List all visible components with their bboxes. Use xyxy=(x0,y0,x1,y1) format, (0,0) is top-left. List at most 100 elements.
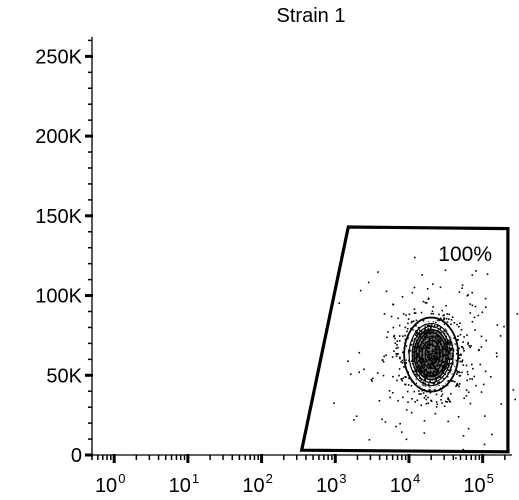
event-dot xyxy=(432,306,434,308)
event-dot xyxy=(446,321,449,323)
contour-level xyxy=(406,319,456,390)
event-dot xyxy=(452,380,454,382)
event-dot xyxy=(438,384,440,387)
event-dot xyxy=(449,341,451,343)
event-dot xyxy=(471,274,474,276)
event-dot xyxy=(397,346,399,349)
event-dot xyxy=(462,347,465,350)
event-dot xyxy=(461,371,463,374)
event-dot xyxy=(376,372,379,374)
event-dot xyxy=(512,389,515,391)
event-dot xyxy=(439,327,442,330)
event-dot xyxy=(472,367,474,370)
event-dot xyxy=(460,354,462,356)
event-dot xyxy=(406,330,408,333)
event-dot xyxy=(471,304,474,307)
event-dot xyxy=(412,360,415,362)
event-dot xyxy=(403,366,405,368)
x-tick-exponent: 2 xyxy=(266,471,273,486)
event-dot xyxy=(458,347,460,349)
event-dot xyxy=(471,291,473,294)
event-dot xyxy=(404,376,406,378)
event-dot xyxy=(422,392,425,394)
event-dot xyxy=(459,374,462,377)
event-dot xyxy=(401,379,404,382)
event-dot xyxy=(441,309,444,312)
event-dot xyxy=(435,379,438,381)
event-dot xyxy=(424,328,427,331)
event-dot xyxy=(405,314,407,316)
event-dot xyxy=(445,305,447,307)
event-dot xyxy=(350,373,352,375)
contour-core xyxy=(413,328,450,381)
event-dot xyxy=(460,353,462,356)
event-dot xyxy=(451,380,453,382)
event-dot xyxy=(422,384,424,387)
event-dot xyxy=(461,361,463,363)
event-dot xyxy=(383,313,386,315)
event-dot xyxy=(397,353,399,355)
event-dot xyxy=(426,324,429,327)
event-dot xyxy=(423,432,426,434)
event-dot xyxy=(449,370,452,372)
event-dot xyxy=(452,363,454,365)
event-dot xyxy=(413,308,416,310)
event-dot xyxy=(419,333,421,335)
event-dot xyxy=(405,362,408,364)
event-dot xyxy=(397,399,399,402)
event-dot xyxy=(456,323,458,326)
event-dot xyxy=(462,341,464,343)
x-tick-base: 10 xyxy=(95,475,117,497)
event-dot xyxy=(463,350,465,352)
event-dot xyxy=(480,346,483,348)
event-dot xyxy=(427,396,429,399)
event-dot xyxy=(458,325,460,328)
event-dot xyxy=(483,443,486,446)
event-dot xyxy=(461,284,464,287)
event-dot xyxy=(395,355,398,357)
event-dot xyxy=(453,350,455,352)
event-dot xyxy=(385,290,388,293)
event-dot xyxy=(453,322,456,324)
event-dot xyxy=(429,392,432,394)
event-dot xyxy=(378,400,381,402)
event-dot xyxy=(457,339,459,341)
event-dot xyxy=(401,431,403,433)
event-dot xyxy=(491,433,493,436)
event-dot xyxy=(429,386,431,389)
event-dot xyxy=(458,357,461,359)
event-dot xyxy=(355,415,358,417)
event-dot xyxy=(444,400,447,403)
event-dot xyxy=(443,323,445,326)
event-dot xyxy=(465,395,468,397)
y-tick-label: 150K xyxy=(35,206,82,228)
event-dot xyxy=(391,356,394,358)
x-tick-base: 10 xyxy=(463,475,485,497)
event-dot xyxy=(474,329,476,331)
event-dot xyxy=(415,378,417,381)
event-dot xyxy=(391,392,394,394)
event-dot xyxy=(495,352,498,354)
event-dot xyxy=(421,274,423,276)
event-dot xyxy=(422,319,425,322)
event-dot xyxy=(451,352,453,355)
event-dot xyxy=(423,397,426,399)
event-dot xyxy=(447,397,449,399)
event-dot xyxy=(424,301,427,304)
event-dot xyxy=(430,400,433,402)
event-dot xyxy=(438,319,440,322)
event-dot xyxy=(408,313,411,316)
event-dot xyxy=(416,399,419,402)
event-dot xyxy=(420,404,422,407)
y-tick-label: 200K xyxy=(35,126,82,148)
event-dot xyxy=(427,298,430,300)
event-dot xyxy=(467,373,469,376)
event-dot xyxy=(404,334,406,337)
event-dot xyxy=(489,376,492,378)
event-dot xyxy=(477,349,480,352)
event-dot xyxy=(450,323,452,326)
event-dot xyxy=(467,343,469,345)
event-dot xyxy=(398,324,401,327)
event-dot xyxy=(450,319,453,321)
event-dot xyxy=(447,420,449,423)
